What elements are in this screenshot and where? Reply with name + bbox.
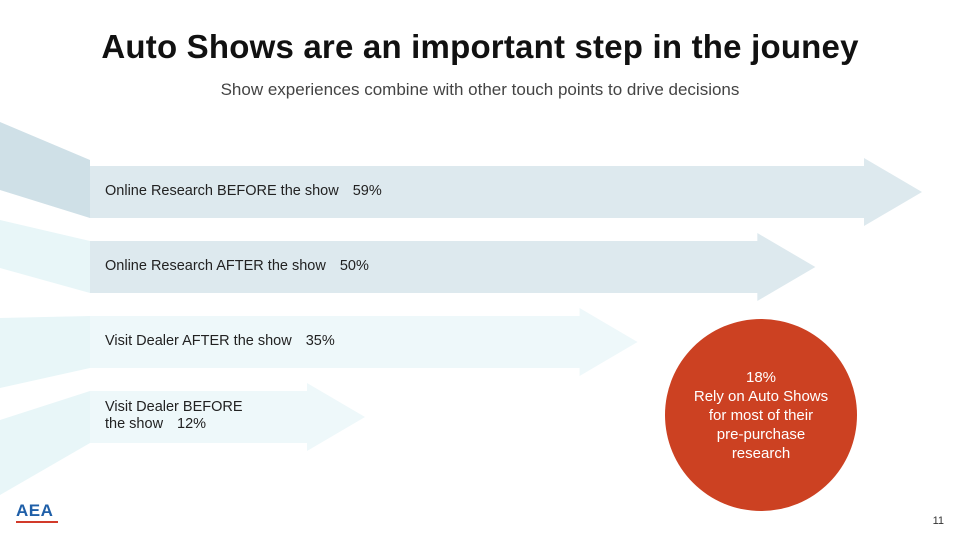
bar-arrow	[90, 158, 922, 226]
slide-subtitle: Show experiences combine with other touc…	[220, 80, 740, 99]
stream-band	[0, 220, 90, 293]
logo-underline	[16, 521, 58, 523]
callout-line: research	[731, 444, 791, 462]
bar-arrow	[90, 383, 365, 451]
bar-arrow	[90, 308, 638, 376]
slide-title: Auto Shows are an important step in the …	[101, 28, 859, 65]
bar-label-dealer-before: Visit Dealer BEFORE the show 12%	[105, 399, 243, 433]
page-number: 11	[932, 515, 944, 527]
bar-value: 12%	[177, 416, 207, 432]
callout-text: 18% Rely on Auto Shows for most of their…	[681, 368, 841, 463]
bar-label-online-before: Online Research BEFORE the show 59%	[105, 183, 382, 200]
bar-arrow	[90, 233, 816, 301]
bar-category: Visit Dealer AFTER the show	[105, 333, 292, 349]
callout-value: 18%	[745, 368, 777, 386]
stream-band	[0, 122, 90, 218]
callout-line: Rely on Auto Shows	[693, 387, 829, 405]
bar-value: 50%	[339, 258, 369, 274]
bar-label-online-after: Online Research AFTER the show 50%	[105, 258, 369, 275]
callout-circle: 18% Rely on Auto Shows for most of their…	[665, 319, 857, 511]
bar-category: Online Research BEFORE the show	[105, 183, 339, 199]
logo-text: AEA	[16, 501, 54, 520]
bar-label-dealer-after: Visit Dealer AFTER the show 35%	[105, 333, 335, 350]
callout-line: pre-purchase	[716, 425, 806, 443]
aea-logo: AEA	[16, 502, 62, 526]
bar-category: Online Research AFTER the show	[105, 258, 326, 274]
stream-band	[0, 391, 90, 495]
bar-value: 35%	[305, 333, 335, 349]
bar-category-line2: the show	[105, 416, 164, 432]
callout-line: for most of their	[708, 406, 814, 424]
bar-category-line1: Visit Dealer BEFORE	[105, 399, 243, 415]
stream-band	[0, 316, 90, 388]
bar-value: 59%	[352, 183, 382, 199]
